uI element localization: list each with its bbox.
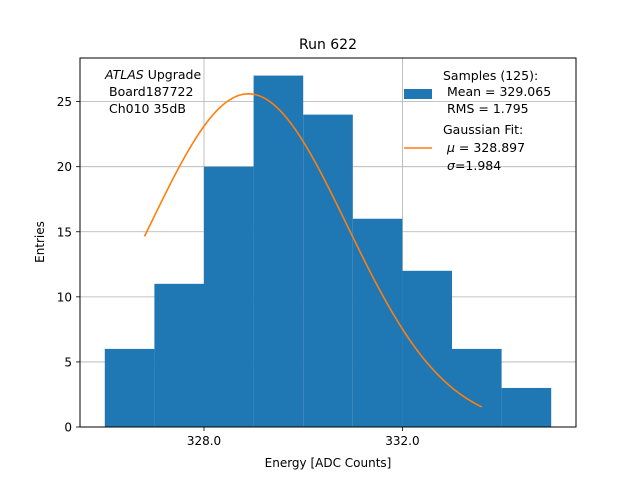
y-tick-label-1: 5 <box>64 355 72 369</box>
y-tick-label-2: 10 <box>57 290 72 304</box>
y-axis-ticks: 0 5 10 15 20 25 <box>57 95 80 435</box>
legend-fit-sigma: σ=1.984 <box>447 158 501 173</box>
legend: Samples (125): Mean = 329.065 RMS = 1.79… <box>404 68 551 173</box>
histogram-bar-5 <box>352 218 403 427</box>
axes-frame <box>79 57 577 428</box>
histogram-bar-6 <box>402 270 452 427</box>
annotation-line-1: ATLAS Upgrade <box>104 67 201 82</box>
x-tick-label-1: 332.0 <box>385 434 419 448</box>
legend-samples-line-2: Mean = 329.065 <box>447 84 551 99</box>
histogram-bar-8 <box>501 387 552 427</box>
legend-fit-mu: μ = 328.897 <box>446 140 525 155</box>
atlas-label: ATLAS <box>104 67 144 82</box>
legend-samples-swatch <box>404 89 432 99</box>
sigma-value: =1.984 <box>455 158 501 173</box>
histogram-bar-0 <box>104 348 155 427</box>
legend-samples-line-3: RMS = 1.795 <box>447 101 529 116</box>
histogram-bar-2 <box>204 166 254 427</box>
gaussian-fit-layer <box>143 92 483 408</box>
chart-title: Run 622 <box>299 37 357 53</box>
mu-symbol: μ <box>446 140 455 155</box>
y-axis-label: Entries <box>33 221 47 263</box>
gaussian-fit-curve <box>143 92 483 408</box>
x-tick-label-0: 328.0 <box>187 434 221 448</box>
upgrade-label: Upgrade <box>144 67 202 82</box>
legend-samples-line-1: Samples (125): <box>443 68 538 83</box>
annotation-line-3: Ch010 35dB <box>109 101 186 116</box>
annotation-line-2: Board187722 <box>109 84 193 99</box>
y-tick-label-4: 20 <box>57 160 72 174</box>
histogram-bars <box>104 75 552 428</box>
y-tick-label-3: 15 <box>57 225 72 239</box>
y-tick-label-0: 0 <box>64 421 72 435</box>
histogram-bar-1 <box>154 283 204 427</box>
histogram-bar-4 <box>303 114 353 427</box>
x-axis-label: Energy [ADC Counts] <box>265 456 392 470</box>
y-tick-label-5: 25 <box>57 95 72 109</box>
histogram-bar-3 <box>253 75 304 428</box>
annotation-text: ATLAS Upgrade Board187722 Ch010 35dB <box>104 67 201 116</box>
mu-value: = 328.897 <box>455 140 525 155</box>
x-axis-ticks: 328.0 332.0 <box>187 427 420 448</box>
legend-fit-line-1: Gaussian Fit: <box>443 122 523 137</box>
histogram-bar-7 <box>452 348 502 427</box>
sigma-symbol: σ <box>447 158 456 173</box>
